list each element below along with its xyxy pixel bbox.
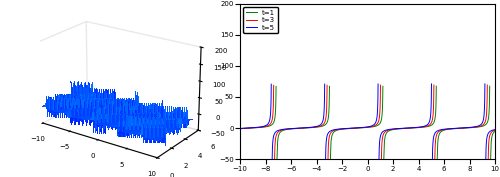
t=3 xyxy=(237,127,243,130)
Line: t=3: t=3 xyxy=(240,85,495,162)
t=1 xyxy=(237,128,243,130)
t=1 xyxy=(390,129,396,131)
t=1 xyxy=(403,127,409,129)
t=1 xyxy=(334,129,340,131)
t=3 xyxy=(403,127,409,129)
t=5 xyxy=(334,128,340,130)
t=5 xyxy=(237,127,243,130)
t=3 xyxy=(390,128,396,130)
t=3 xyxy=(428,123,434,125)
t=1 xyxy=(446,128,452,130)
t=5 xyxy=(492,129,498,131)
Legend: t=1, t=3, t=5: t=1, t=3, t=5 xyxy=(244,7,278,33)
t=5 xyxy=(284,128,290,130)
t=1 xyxy=(428,125,434,127)
t=3 xyxy=(446,128,452,130)
Line: t=1: t=1 xyxy=(240,86,495,162)
t=5 xyxy=(428,117,434,119)
t=5 xyxy=(390,128,396,130)
t=5 xyxy=(403,127,409,129)
t=5 xyxy=(446,128,452,130)
t=1 xyxy=(492,130,498,132)
Line: t=5: t=5 xyxy=(240,84,495,162)
t=3 xyxy=(334,129,340,131)
t=1 xyxy=(284,129,290,131)
t=3 xyxy=(284,128,290,130)
t=3 xyxy=(492,129,498,131)
